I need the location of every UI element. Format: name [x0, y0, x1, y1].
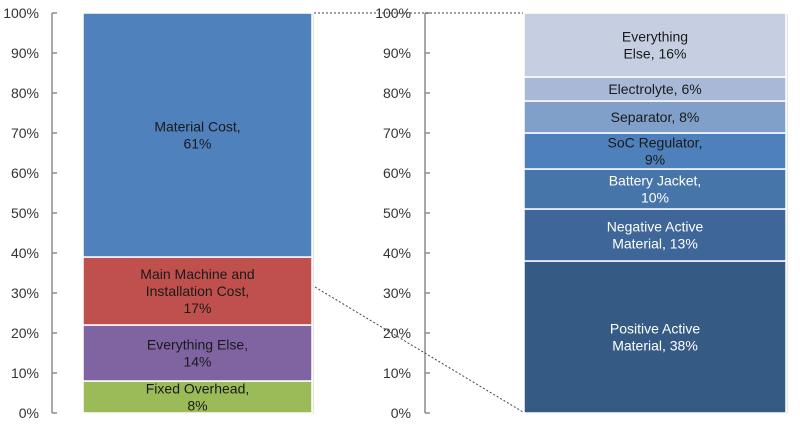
bar-segment: [523, 132, 787, 170]
y-tick-label: 10%: [383, 365, 411, 381]
y-tick-label: 40%: [11, 245, 39, 261]
y-tick-label: 100%: [375, 5, 411, 21]
y-tick-label: 10%: [11, 365, 39, 381]
data-label: Battery Jacket, 10%: [609, 173, 702, 206]
data-label-line: 8%: [187, 398, 207, 414]
bar-segment: [523, 168, 787, 210]
data-label-line: Installation Cost,: [146, 283, 250, 299]
data-label: Separator, 8%: [611, 109, 700, 125]
y-tick-label: 80%: [11, 85, 39, 101]
connector-line-bottom: [314, 286, 524, 413]
bar-segment: [82, 256, 313, 326]
y-tick-label: 30%: [383, 285, 411, 301]
data-label: Electrolyte, 6%: [608, 81, 701, 97]
y-tick-label: 50%: [383, 205, 411, 221]
data-label-line: Battery Jacket,: [609, 173, 702, 189]
chart-1: 0% 10% 20% 30% 40% 50% 60% 70% 80% 90% 100% Fixed O…: [3, 5, 314, 421]
data-label: Fixed Overhead, 8%: [146, 381, 250, 414]
bar-segment: [82, 380, 313, 414]
data-label-line: Material Cost,: [154, 119, 240, 135]
bar-segment: [82, 324, 313, 382]
data-label: SoC Regulator, 9%: [608, 135, 703, 168]
y-tick-label: 30%: [11, 285, 39, 301]
y-tick-label: 60%: [11, 165, 39, 181]
data-label-line: Positive Active: [610, 321, 700, 337]
data-label-line: Main Machine and: [140, 266, 254, 282]
data-label-line: Material, 13%: [612, 236, 698, 252]
y-tick-label: 20%: [383, 325, 411, 341]
bar-segment: [523, 260, 787, 414]
data-label: Main Machine and Installation Cost, 17%: [140, 266, 254, 316]
bar-segment: [523, 208, 787, 262]
y-tick-label: 0%: [19, 405, 39, 421]
y-tick-label: 80%: [383, 85, 411, 101]
y-tick-label: 50%: [11, 205, 39, 221]
y-tick-label: 40%: [383, 245, 411, 261]
y-tick-label: 70%: [383, 125, 411, 141]
y-tick-label: 70%: [11, 125, 39, 141]
bar-segment: [523, 76, 787, 102]
y-tick-label: 0%: [391, 405, 411, 421]
data-label-line: Else, 16%: [623, 46, 686, 62]
data-label: Everything Else, 14%: [147, 337, 248, 370]
bar-segment: [82, 12, 313, 258]
data-label-line: Everything Else,: [147, 337, 248, 353]
y-tick-label: 90%: [383, 45, 411, 61]
data-label-line: SoC Regulator,: [608, 135, 703, 151]
data-label: Everything Else, 16%: [622, 29, 688, 62]
y-tick-label: 90%: [11, 45, 39, 61]
data-label: Material Cost, 61%: [154, 119, 240, 152]
data-label-line: 17%: [183, 300, 211, 316]
y-tick-label: 60%: [383, 165, 411, 181]
chart-2: 0% 10% 20% 30% 40% 50% 60% 70% 80% 90% 100% Positiv…: [375, 5, 788, 421]
data-label-line: Fixed Overhead,: [146, 381, 250, 397]
data-label: Positive Active Material, 38%: [610, 321, 700, 354]
bar-segment: [523, 100, 787, 134]
data-label-line: Separator, 8%: [611, 109, 700, 125]
data-label-line: Negative Active: [607, 219, 704, 235]
y-tick-label: 100%: [3, 5, 39, 21]
bar-segment: [523, 12, 787, 78]
data-label-line: Everything: [622, 29, 688, 45]
data-label-line: Material, 38%: [612, 338, 698, 354]
data-label: Negative Active Material, 13%: [607, 219, 704, 252]
data-label-line: 9%: [645, 152, 665, 168]
y-tick-label: 20%: [11, 325, 39, 341]
data-label-line: 10%: [641, 190, 669, 206]
data-label-line: 61%: [183, 136, 211, 152]
data-label-line: Electrolyte, 6%: [608, 81, 701, 97]
data-label-line: 14%: [183, 354, 211, 370]
